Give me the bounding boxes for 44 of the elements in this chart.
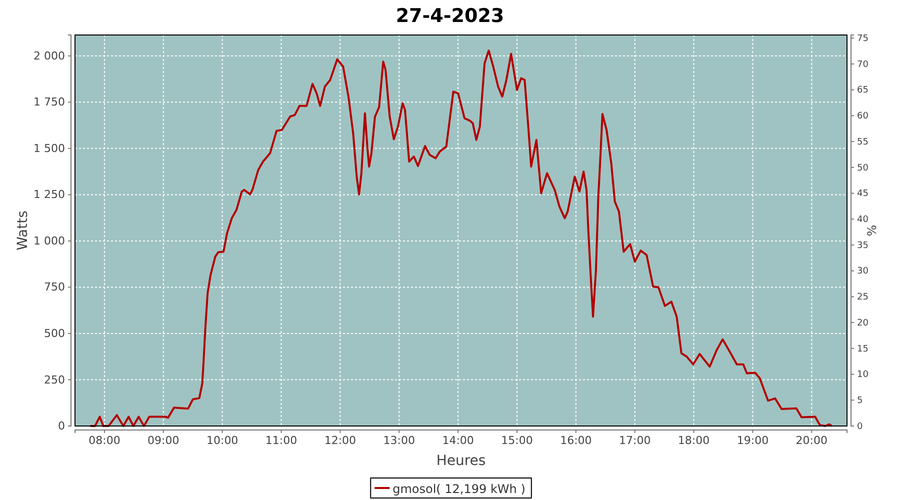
- y2-tick-label: 75: [857, 34, 868, 44]
- y2-axis-title: %: [865, 224, 879, 236]
- x-tick-label: 20:00: [796, 434, 828, 447]
- y-tick-label: 500: [44, 326, 65, 340]
- y2-tick-label: 50: [857, 163, 869, 174]
- y2-tick-label: 25: [857, 292, 868, 303]
- y-tick-label: 0: [58, 420, 65, 433]
- y2-tick-label: 15: [857, 344, 868, 354]
- line-series: [89, 50, 833, 427]
- y2-tick-label: 45: [857, 189, 868, 200]
- y-tick-label: 2 000: [34, 49, 65, 62]
- y-tick-label: 250: [44, 373, 65, 386]
- y-tick-label: 750: [44, 280, 65, 294]
- y-axis-title: Watts: [15, 210, 31, 250]
- y-tick-label: 1 500: [34, 142, 65, 155]
- y2-tick-label: 5: [857, 396, 863, 406]
- y2-tick-label: 0: [857, 422, 863, 432]
- y2-tick-label: 65: [857, 86, 868, 96]
- y2-tick-label: 60: [857, 112, 869, 122]
- x-tick-label: 16:00: [560, 434, 592, 447]
- x-tick-label: 14:00: [442, 434, 474, 447]
- chart-title: 27-4-2023: [396, 5, 504, 27]
- x-tick-label: 19:00: [736, 434, 769, 447]
- y2-tick-label: 30: [857, 266, 869, 277]
- y2-tick-label: 40: [857, 215, 869, 225]
- y2-tick-label: 10: [857, 370, 869, 380]
- x-tick-label: 15:00: [501, 434, 533, 447]
- x-tick-label: 08:00: [88, 434, 120, 447]
- y-tick-label: 1 000: [34, 234, 65, 248]
- legend-label: gmosol( 12,199 kWh ): [392, 482, 526, 496]
- y2-tick-label: 70: [857, 60, 869, 70]
- y2-tick-label: 55: [857, 137, 868, 148]
- x-axis-title: Heures: [436, 453, 486, 469]
- y-tick-label: 1 250: [34, 188, 65, 202]
- x-tick-label: 11:00: [265, 434, 298, 447]
- x-tick-label: 13:00: [383, 434, 415, 447]
- x-tick-label: 09:00: [148, 434, 180, 447]
- y2-tick-label: 35: [857, 240, 868, 251]
- x-tick-label: 18:00: [678, 434, 710, 447]
- y-tick-label: 1 750: [34, 96, 65, 109]
- x-tick-label: 12:00: [324, 434, 356, 447]
- y2-tick-label: 20: [857, 318, 869, 328]
- x-tick-label: 10:00: [206, 434, 238, 447]
- x-tick-label: 17:00: [618, 434, 651, 447]
